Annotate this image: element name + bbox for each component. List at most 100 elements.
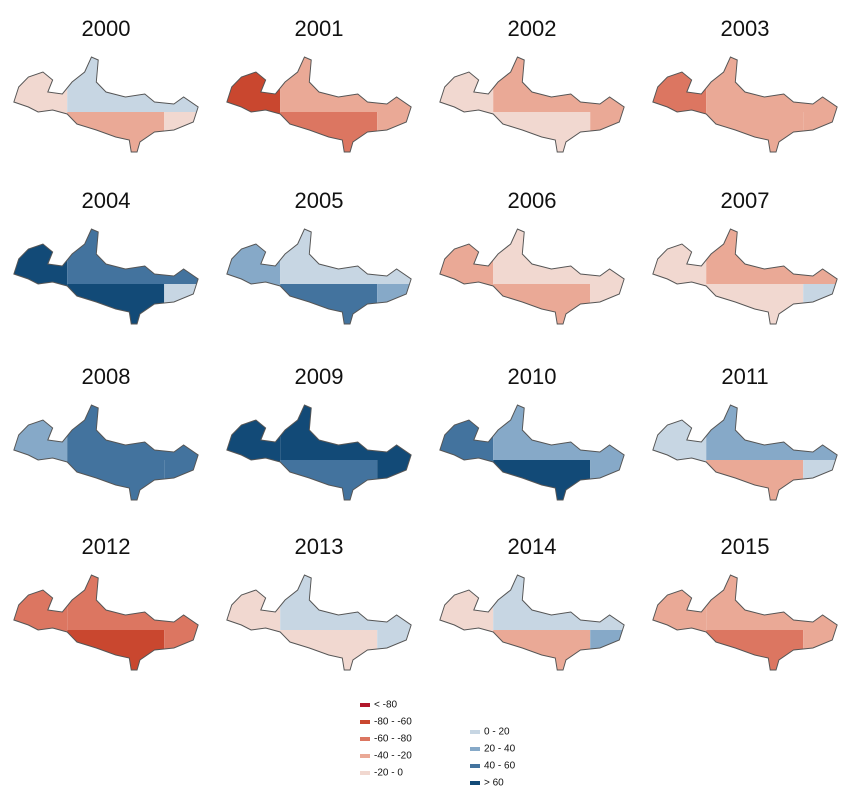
- region-outline: [226, 56, 412, 153]
- zone: [590, 460, 625, 500]
- region-outline: [439, 574, 625, 671]
- region-map: [13, 228, 199, 325]
- region-fill: [13, 57, 199, 152]
- legend-label: -20 - 0: [374, 768, 403, 779]
- region-outline: [13, 404, 199, 501]
- zone: [652, 405, 707, 500]
- zone: [652, 229, 707, 324]
- legend-label: -40 - -20: [374, 751, 412, 762]
- zone: [706, 405, 838, 460]
- region-outline: [652, 404, 838, 501]
- region-fill: [652, 229, 838, 324]
- zone: [706, 229, 838, 284]
- zone: [377, 630, 412, 670]
- zone: [493, 229, 625, 284]
- zone: [226, 575, 281, 670]
- legend-label: -60 - -80: [374, 734, 412, 745]
- zone: [590, 630, 625, 670]
- panel-title: 2015: [721, 534, 770, 559]
- region-outline: [13, 574, 199, 671]
- region-fill: [226, 405, 412, 500]
- region-outline: [439, 56, 625, 153]
- region-map: [652, 404, 838, 501]
- panel-title: 2003: [721, 16, 770, 41]
- panel-title: 2009: [295, 364, 344, 389]
- zone: [439, 405, 494, 500]
- region-outline: [226, 228, 412, 325]
- region-map: [652, 56, 838, 153]
- region-fill: [226, 229, 412, 324]
- panel-title: 2002: [508, 16, 557, 41]
- panel-title: 2008: [82, 364, 131, 389]
- zone: [280, 229, 412, 284]
- zone: [226, 57, 281, 152]
- zone: [590, 284, 625, 324]
- zone: [493, 405, 625, 460]
- zone: [803, 112, 838, 152]
- legend-swatch: [470, 764, 480, 768]
- panel-title: 2013: [295, 534, 344, 559]
- region-fill: [226, 575, 412, 670]
- legend-swatch: [360, 703, 370, 707]
- region-map: [226, 574, 412, 671]
- region-fill: [652, 405, 838, 500]
- region-outline: [13, 228, 199, 325]
- legend-label: -80 - -60: [374, 717, 412, 728]
- region-map: [439, 228, 625, 325]
- legend-label: 0 - 20: [484, 727, 510, 738]
- region-map: [439, 56, 625, 153]
- zone: [164, 284, 199, 324]
- region-map: [652, 574, 838, 671]
- zone: [803, 284, 838, 324]
- legend-swatch: [360, 771, 370, 775]
- region-map: [13, 404, 199, 501]
- region-map: [439, 574, 625, 671]
- zone: [13, 57, 68, 152]
- region-outline: [652, 56, 838, 153]
- panel-title: 2007: [721, 188, 770, 213]
- panel-title: 2012: [82, 534, 131, 559]
- legend-swatch: [360, 737, 370, 741]
- region-outline: [652, 228, 838, 325]
- region-fill: [439, 229, 625, 324]
- region-map: [226, 404, 412, 501]
- panel-title: 2005: [295, 188, 344, 213]
- zone: [280, 57, 412, 112]
- zone: [67, 575, 199, 630]
- region-outline: [439, 404, 625, 501]
- zone: [164, 460, 199, 500]
- panel-title: 2010: [508, 364, 557, 389]
- legend-label: < -80: [374, 700, 398, 711]
- region-fill: [439, 575, 625, 670]
- region-fill: [13, 229, 199, 324]
- zone: [13, 405, 68, 500]
- region-outline: [13, 56, 199, 153]
- zone: [803, 630, 838, 670]
- zone: [377, 460, 412, 500]
- zone: [226, 229, 281, 324]
- zone: [652, 575, 707, 670]
- zone: [280, 405, 412, 460]
- legend-swatch: [470, 781, 480, 785]
- region-map: [652, 228, 838, 325]
- region-fill: [652, 575, 838, 670]
- region-map: [439, 404, 625, 501]
- zone: [706, 57, 838, 112]
- zone: [164, 112, 199, 152]
- panel-title: 2000: [82, 16, 131, 41]
- zone: [439, 575, 494, 670]
- zone: [439, 57, 494, 152]
- region-outline: [226, 404, 412, 501]
- region-map: [13, 574, 199, 671]
- zone: [280, 575, 412, 630]
- zone: [13, 575, 68, 670]
- panel-title: 2004: [82, 188, 131, 213]
- zone: [706, 575, 838, 630]
- legend-swatch: [360, 754, 370, 758]
- region-outline: [652, 574, 838, 671]
- zone: [803, 460, 838, 500]
- zone: [377, 112, 412, 152]
- panel-title: 2011: [721, 364, 768, 389]
- zone: [493, 57, 625, 112]
- zone: [226, 405, 281, 500]
